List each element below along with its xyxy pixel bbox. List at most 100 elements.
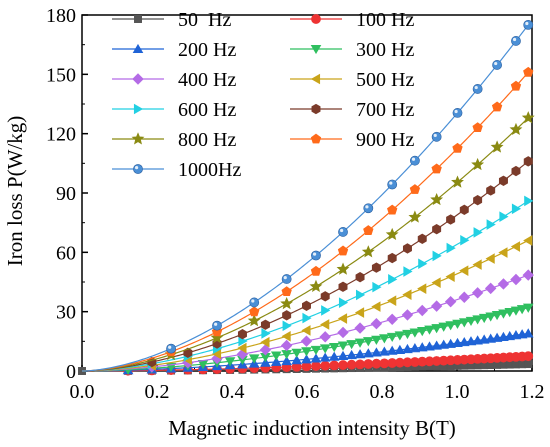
data-point xyxy=(237,328,247,340)
y-tick-label: 120 xyxy=(46,124,76,146)
data-point xyxy=(498,175,508,186)
data-point xyxy=(410,155,420,166)
legend-label: 500 Hz xyxy=(356,69,414,91)
data-point xyxy=(248,354,260,364)
data-point xyxy=(224,357,236,367)
legend-marker xyxy=(133,164,143,174)
legend-marker xyxy=(132,43,144,54)
data-point xyxy=(310,353,322,363)
data-point xyxy=(417,283,427,294)
x-tick-label: 1.2 xyxy=(520,381,545,403)
data-point xyxy=(486,219,496,230)
data-point xyxy=(445,321,456,331)
data-point xyxy=(212,320,222,331)
marker-highlight xyxy=(168,345,172,349)
marker-highlight xyxy=(454,109,458,114)
data-point xyxy=(491,101,503,112)
data-point xyxy=(320,291,330,302)
data-point xyxy=(337,313,348,324)
legend-marker xyxy=(311,103,321,115)
data-point xyxy=(260,319,270,330)
data-point xyxy=(523,351,534,362)
data-point xyxy=(282,320,292,332)
data-point xyxy=(438,339,449,349)
data-point xyxy=(237,342,247,354)
data-point xyxy=(472,122,483,133)
marker-highlight xyxy=(135,166,139,170)
data-point xyxy=(417,233,427,244)
y-tick-label: 0 xyxy=(66,361,76,383)
data-point xyxy=(310,265,322,276)
data-point xyxy=(516,305,528,315)
series-7 xyxy=(81,156,533,372)
data-point xyxy=(444,295,457,308)
data-point xyxy=(431,131,442,142)
data-point xyxy=(386,313,398,326)
data-point xyxy=(471,287,484,299)
data-point xyxy=(387,204,398,215)
data-point xyxy=(281,286,292,297)
x-tick-label: 0.2 xyxy=(145,381,170,403)
data-point xyxy=(336,262,350,275)
data-point xyxy=(485,312,496,322)
legend-label: 400 Hz xyxy=(178,69,236,91)
marker-highlight xyxy=(389,181,393,185)
data-point xyxy=(282,310,292,321)
legend-marker xyxy=(310,73,321,85)
data-point xyxy=(409,328,421,338)
data-point xyxy=(424,325,435,335)
legend-marker xyxy=(310,133,322,144)
y-tick-label: 90 xyxy=(56,183,76,205)
data-point xyxy=(309,279,323,293)
legend-label: 200 Hz xyxy=(178,39,236,61)
data-point xyxy=(338,297,349,308)
data-point xyxy=(249,297,260,308)
marker-highlight xyxy=(312,252,317,256)
marker-highlight xyxy=(512,37,517,42)
data-point xyxy=(431,277,441,288)
series-line xyxy=(81,24,529,372)
data-point xyxy=(260,336,270,348)
data-point xyxy=(524,360,533,369)
data-point xyxy=(320,319,330,330)
x-tick-label: 0.6 xyxy=(295,381,320,403)
data-point xyxy=(371,347,382,357)
data-point xyxy=(371,335,382,345)
data-point xyxy=(499,211,509,222)
data-point xyxy=(301,325,311,336)
data-point xyxy=(346,359,357,370)
data-point xyxy=(472,315,483,325)
data-point xyxy=(522,328,534,338)
data-point xyxy=(386,332,398,343)
data-point xyxy=(416,327,428,337)
data-point xyxy=(387,252,397,264)
data-point xyxy=(430,300,443,312)
data-point xyxy=(354,322,366,334)
data-point xyxy=(337,245,349,256)
data-point xyxy=(472,259,482,270)
data-point xyxy=(379,346,390,356)
data-point xyxy=(260,357,271,367)
data-point xyxy=(210,331,224,344)
data-point xyxy=(355,289,366,301)
data-point xyxy=(363,203,374,214)
x-axis-title: Magnetic induction intensity B(T) xyxy=(168,416,456,440)
series-5 xyxy=(81,235,533,372)
data-point xyxy=(387,179,398,190)
data-point xyxy=(394,344,406,354)
data-point xyxy=(261,328,271,339)
legend: 50 Hz 100 Hz 200 Hz 300 Hz 400 Hz 500 Hz 600 H… xyxy=(112,9,414,181)
data-point xyxy=(511,165,521,177)
data-point xyxy=(329,360,340,371)
legend-label: 700 Hz xyxy=(356,99,414,121)
y-tick-label: 30 xyxy=(56,302,76,324)
legend-marker xyxy=(310,44,322,55)
data-point xyxy=(472,84,483,94)
data-point xyxy=(328,342,340,353)
data-point xyxy=(511,36,521,46)
data-point xyxy=(394,331,406,341)
data-point xyxy=(446,242,456,254)
data-point xyxy=(460,234,470,246)
data-point xyxy=(249,306,260,317)
data-point xyxy=(458,291,471,303)
